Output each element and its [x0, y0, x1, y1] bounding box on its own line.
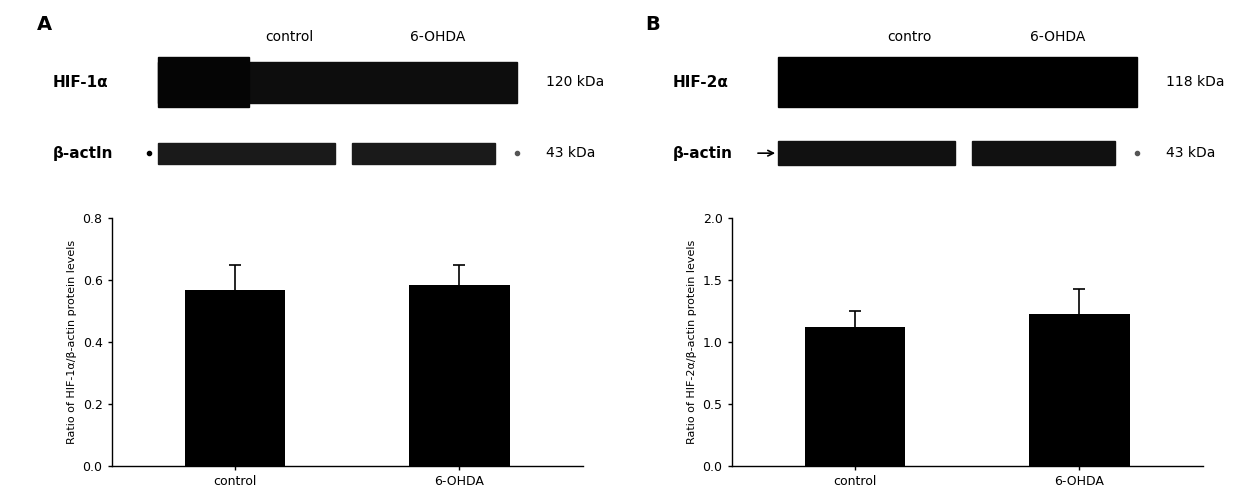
Polygon shape	[157, 58, 249, 107]
Text: A: A	[37, 15, 52, 34]
Polygon shape	[777, 58, 1137, 107]
Text: 43 kDa: 43 kDa	[546, 146, 595, 160]
Text: B: B	[645, 15, 660, 34]
Y-axis label: Ratio of HIF-1α/β-actin protein levels: Ratio of HIF-1α/β-actin protein levels	[67, 240, 77, 444]
Bar	[185, 290, 285, 466]
Y-axis label: Ratio of HIF-2α/β-actin protein levels: Ratio of HIF-2α/β-actin protein levels	[687, 240, 697, 444]
Polygon shape	[777, 141, 955, 165]
Polygon shape	[972, 141, 1115, 165]
Bar	[1029, 313, 1130, 466]
Text: HIF-1α: HIF-1α	[52, 75, 108, 90]
Text: 6-OHDA: 6-OHDA	[409, 29, 465, 44]
Polygon shape	[157, 143, 335, 164]
Text: β-actIn: β-actIn	[52, 146, 113, 161]
Text: HIF-2α: HIF-2α	[672, 75, 728, 90]
Bar	[805, 327, 905, 466]
Text: control: control	[265, 29, 314, 44]
Polygon shape	[352, 143, 495, 164]
Text: contro: contro	[887, 29, 931, 44]
Text: 6-OHDA: 6-OHDA	[1029, 29, 1085, 44]
Polygon shape	[157, 62, 517, 103]
Text: 118 kDa: 118 kDa	[1166, 75, 1224, 89]
Text: 43 kDa: 43 kDa	[1166, 146, 1215, 160]
Bar	[409, 285, 510, 466]
Text: 120 kDa: 120 kDa	[546, 75, 604, 89]
Text: β-actin: β-actin	[672, 146, 733, 161]
